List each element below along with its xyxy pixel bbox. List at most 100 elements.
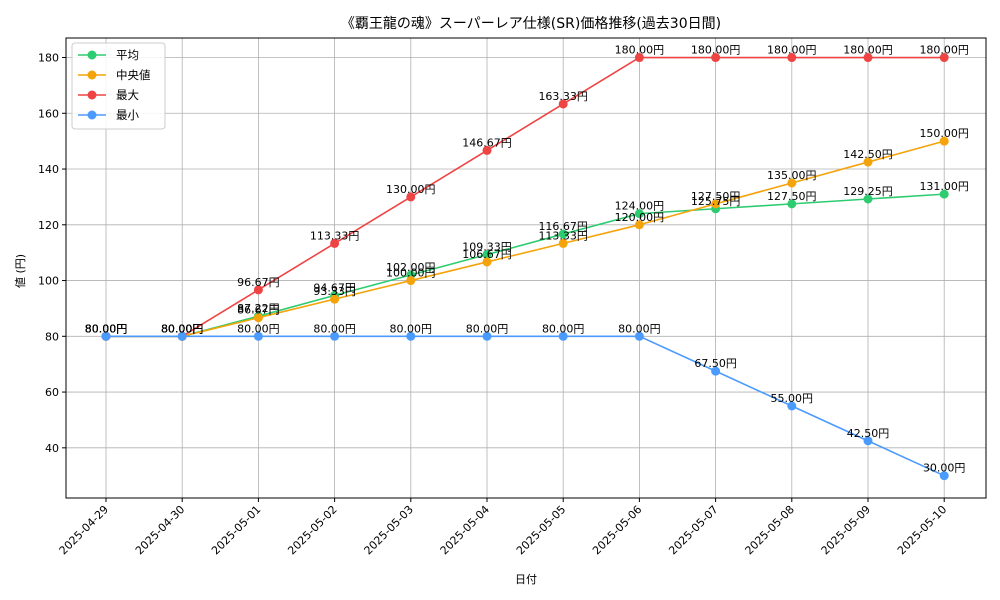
y-tick-label: 80 [45,330,59,343]
data-label: 180.00円 [919,44,969,57]
x-tick-label: 2025-05-04 [438,503,492,557]
data-label: 180.00円 [767,44,817,57]
data-point [177,331,187,341]
legend-item: 最小 [78,108,139,122]
data-point [558,99,568,109]
data-label: 80.00円 [313,322,356,335]
x-axis-title: 日付 [515,573,537,586]
series-group [101,53,949,481]
y-tick-label: 140 [38,163,59,176]
data-label: 80.00円 [390,322,433,335]
data-point [939,471,949,481]
data-point [939,189,949,199]
data-point [939,53,949,63]
legend-item: 最大 [78,88,139,102]
data-point [253,331,263,341]
x-tick-label: 2025-05-08 [743,503,797,557]
y-tick-label: 60 [45,386,59,399]
x-tick-label: 2025-05-02 [285,503,339,557]
data-label: 80.00円 [618,322,661,335]
data-label: 106.67円 [462,248,512,261]
legend-swatch-marker [87,70,97,80]
data-label: 93.33円 [313,285,356,298]
data-point [482,250,492,260]
data-point [634,331,644,341]
grid [66,38,986,498]
x-tick-label: 2025-05-01 [209,503,263,557]
data-label: 67.50円 [694,357,737,370]
data-label: 80.00円 [161,322,204,335]
data-label: 131.00円 [919,180,969,193]
series-2 [101,136,949,341]
data-point [711,53,721,63]
legend-label: 平均 [116,48,139,62]
data-point [634,209,644,219]
data-label: 109.33円 [462,241,512,254]
data-label: 80.00円 [85,322,128,335]
data-point [634,220,644,230]
data-label: 94.67円 [313,281,356,294]
data-label: 42.50円 [847,427,890,440]
legend-label: 最大 [116,88,139,102]
x-tick-label: 2025-05-03 [362,503,416,557]
data-label: 135.00円 [767,169,817,182]
legend-label: 最小 [116,108,139,122]
data-label: 30.00円 [923,462,966,475]
data-point [863,436,873,446]
data-point [711,199,721,209]
data-label: 86.67円 [237,304,280,317]
data-label: 96.67円 [237,276,280,289]
data-label: 180.00円 [843,44,893,57]
y-tick-label: 100 [38,275,59,288]
data-point [787,53,797,63]
x-tick-label: 2025-04-29 [57,503,111,557]
x-tick-label: 2025-05-05 [514,503,568,557]
x-tick-label: 2025-04-30 [133,503,187,557]
data-label: 146.67円 [462,136,512,149]
data-point [787,401,797,411]
data-point [863,53,873,63]
data-label: 55.00円 [771,392,814,405]
data-point [330,331,340,341]
data-point [406,192,416,202]
data-point [711,366,721,376]
x-tick-label: 2025-05-10 [895,503,949,557]
chart-title: 《覇王龍の魂》スーパーレア仕様(SR)価格推移(過去30日間) [341,15,721,32]
legend-item: 中央値 [78,68,151,82]
plot-area-frame [65,37,987,499]
data-label: 142.50円 [843,148,893,161]
legend-label: 中央値 [116,68,151,82]
data-point [330,238,340,248]
data-point [558,238,568,248]
data-label: 180.00円 [615,44,665,57]
series-line [106,140,945,338]
data-label: 127.50円 [691,190,741,203]
data-label: 113.33円 [538,229,588,242]
data-label: 116.67円 [538,220,588,233]
data-point [253,285,263,295]
series-line [106,335,945,477]
data-label: 80.00円 [542,322,585,335]
data-label: 125.75円 [691,195,741,208]
data-label: 150.00円 [919,127,969,140]
y-tick-label: 40 [45,442,59,455]
data-label: 113.33円 [310,229,360,242]
data-point [482,331,492,341]
legend-swatch-marker [87,50,97,60]
data-point [863,194,873,204]
x-tick-label: 2025-05-09 [819,503,873,557]
data-point [406,276,416,286]
y-tick-label: 120 [38,219,59,232]
data-label: 80.00円 [161,322,204,335]
data-label: 102.00円 [386,261,436,274]
x-tick-label: 2025-05-07 [666,503,720,557]
data-label: 80.00円 [161,322,204,335]
data-label: 80.00円 [466,322,509,335]
data-point [863,157,873,167]
data-label: 124.00円 [615,200,665,213]
data-point [634,53,644,63]
data-labels: 80.00円 80.00円 87.22円 94.67円 102.00円 109.33円 11… [85,44,969,475]
data-label: 120.00円 [615,211,665,224]
x-axis: 2025-04-29 2025-04-30 2025-05-01 2025-05-02… [57,498,949,557]
data-point [101,331,111,341]
